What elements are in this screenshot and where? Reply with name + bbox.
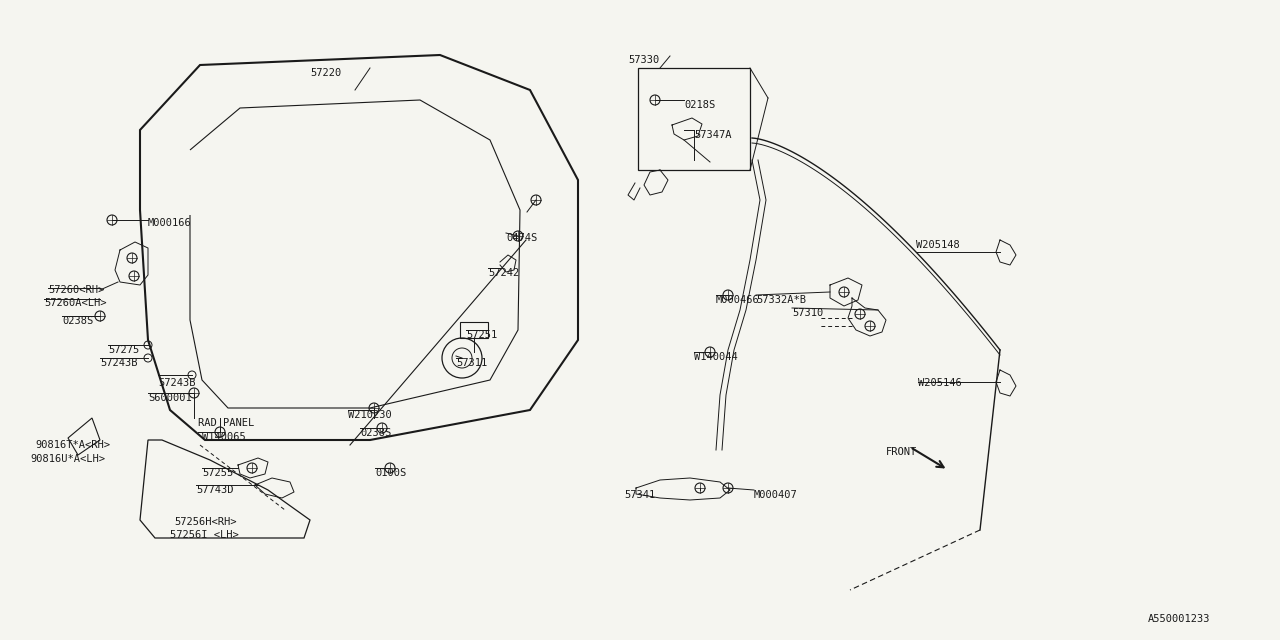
Text: 57275: 57275 — [108, 345, 140, 355]
Text: 57310: 57310 — [792, 308, 823, 318]
Text: 0474S: 0474S — [506, 233, 538, 243]
Text: S600001: S600001 — [148, 393, 192, 403]
Bar — [637, 68, 750, 170]
Text: 57330: 57330 — [628, 55, 659, 65]
Text: W205146: W205146 — [918, 378, 961, 388]
Text: W140044: W140044 — [694, 352, 737, 362]
Text: 57251: 57251 — [466, 330, 497, 340]
Text: 57311: 57311 — [456, 358, 488, 368]
Text: M000407: M000407 — [754, 490, 797, 500]
Text: 90816T*A<RH>: 90816T*A<RH> — [35, 440, 110, 450]
Text: 57743D: 57743D — [196, 485, 233, 495]
Text: W205148: W205148 — [916, 240, 960, 250]
Text: 0238S: 0238S — [360, 428, 392, 438]
Text: 0218S: 0218S — [684, 100, 716, 110]
Text: 57341: 57341 — [625, 490, 655, 500]
Text: 57256H<RH>: 57256H<RH> — [174, 517, 237, 527]
Text: W140065: W140065 — [202, 432, 246, 442]
Text: 57260<RH>: 57260<RH> — [49, 285, 104, 295]
Text: 57256I <LH>: 57256I <LH> — [170, 530, 239, 540]
Text: 57332A*B: 57332A*B — [756, 295, 806, 305]
Text: 57220: 57220 — [310, 68, 342, 78]
Text: 57242: 57242 — [488, 268, 520, 278]
Text: 57347A: 57347A — [694, 130, 731, 140]
Text: M000466: M000466 — [716, 295, 760, 305]
Text: 57255: 57255 — [202, 468, 233, 478]
Text: RAD PANEL: RAD PANEL — [198, 418, 255, 428]
Text: 57243B: 57243B — [100, 358, 137, 368]
Text: M000166: M000166 — [148, 218, 192, 228]
Text: 0238S: 0238S — [61, 316, 93, 326]
Text: A550001233: A550001233 — [1148, 614, 1211, 624]
Text: 0100S: 0100S — [375, 468, 406, 478]
Text: FRONT: FRONT — [886, 447, 918, 457]
Text: 57260A<LH>: 57260A<LH> — [44, 298, 106, 308]
Text: 57243B: 57243B — [157, 378, 196, 388]
Text: W210230: W210230 — [348, 410, 392, 420]
Text: 90816U*A<LH>: 90816U*A<LH> — [29, 454, 105, 464]
